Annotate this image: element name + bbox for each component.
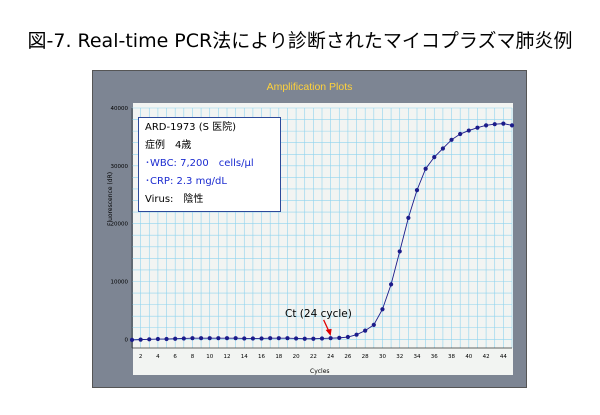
chart-title: Amplification Plots (266, 81, 353, 93)
data-point (259, 336, 264, 341)
data-point (501, 121, 506, 126)
data-point (363, 328, 368, 333)
x-tick-label: 4 (156, 354, 160, 360)
x-tick-label: 36 (431, 354, 438, 360)
data-point (466, 128, 471, 133)
data-point (483, 123, 489, 128)
y-tick-label: 20000 (111, 222, 129, 228)
data-point (155, 336, 161, 342)
y-axis-title: Fluorescence (dR) (107, 171, 114, 226)
data-point (268, 336, 273, 341)
x-tick-label: 8 (191, 354, 195, 360)
x-tick-label: 40 (465, 354, 472, 360)
case-id: ARD-1973 (S 医院) (145, 122, 237, 133)
y-tick-label: 30000 (111, 164, 129, 170)
case-crp: ･CRP: 2.3 mg/dL (145, 176, 227, 187)
data-point (181, 336, 186, 341)
data-point (423, 166, 428, 171)
x-tick-label: 10 (206, 354, 213, 360)
data-point (492, 122, 497, 127)
data-point (129, 337, 135, 343)
slide-title: 図-7. Real-time PCR法により診断されたマイコプラズマ肺炎例 (27, 30, 573, 52)
data-point (216, 336, 221, 341)
y-tick-label: 0 (125, 337, 129, 343)
x-tick-label: 34 (414, 354, 421, 360)
x-tick-label: 12 (224, 354, 231, 360)
data-point (207, 336, 212, 341)
x-tick-label: 38 (448, 354, 455, 360)
x-tick-label: 16 (258, 354, 265, 360)
case-age: 症例 4歳 (145, 140, 192, 151)
case-wbc: ･WBC: 7,200 cells/μl (145, 158, 254, 169)
x-axis-title: Cycles (310, 368, 330, 375)
data-point (164, 336, 169, 342)
data-point (311, 336, 316, 341)
data-point (432, 155, 437, 160)
x-tick-label: 28 (362, 354, 369, 360)
y-tick-label: 10000 (111, 279, 129, 285)
x-tick-label: 44 (500, 354, 507, 360)
chart-panel: Amplification Plots (92, 70, 527, 388)
data-point (354, 332, 359, 337)
data-point (337, 335, 342, 340)
data-point (440, 146, 446, 151)
x-tick-label: 24 (327, 354, 334, 360)
data-point (190, 336, 195, 341)
data-point (285, 336, 290, 341)
data-point (224, 336, 230, 341)
x-tick-label: 6 (173, 354, 177, 360)
x-tick-label: 22 (310, 354, 317, 360)
x-tick-label: 18 (275, 354, 282, 360)
y-tick-label: 40000 (111, 106, 129, 112)
ct-annotation-label: Ct (24 cycle) (285, 308, 352, 320)
x-tick-label: 30 (379, 354, 386, 360)
data-point (397, 249, 402, 254)
case-info-box: ARD-1973 (S 医院) 症例 4歳 ･WBC: 7,200 cells/… (138, 117, 281, 212)
data-point (293, 336, 299, 341)
data-point (345, 334, 351, 340)
data-point (242, 336, 247, 341)
x-tick-label: 42 (483, 354, 490, 360)
data-point (328, 336, 333, 341)
data-point (388, 282, 394, 287)
data-point (406, 215, 411, 220)
data-point (414, 188, 420, 193)
data-point (302, 336, 307, 341)
data-point (371, 322, 376, 327)
case-virus: Virus: 陰性 (145, 194, 204, 205)
data-point (380, 307, 385, 312)
x-tick-label: 20 (293, 354, 300, 360)
data-point (138, 337, 143, 342)
data-point (319, 336, 325, 341)
data-point (458, 131, 463, 137)
data-point (449, 137, 454, 142)
x-tick-label: 14 (241, 354, 248, 360)
x-tick-label: 26 (344, 354, 351, 360)
data-point (250, 336, 256, 341)
data-point (475, 125, 480, 130)
x-tick-label: 2 (139, 354, 143, 360)
data-point (276, 336, 281, 341)
x-tick-label: 32 (396, 354, 403, 360)
data-point (198, 336, 204, 341)
data-point (173, 336, 178, 341)
data-point (147, 337, 152, 342)
data-point (509, 123, 515, 128)
data-point (233, 336, 238, 341)
ct-arrow-head (325, 328, 332, 336)
